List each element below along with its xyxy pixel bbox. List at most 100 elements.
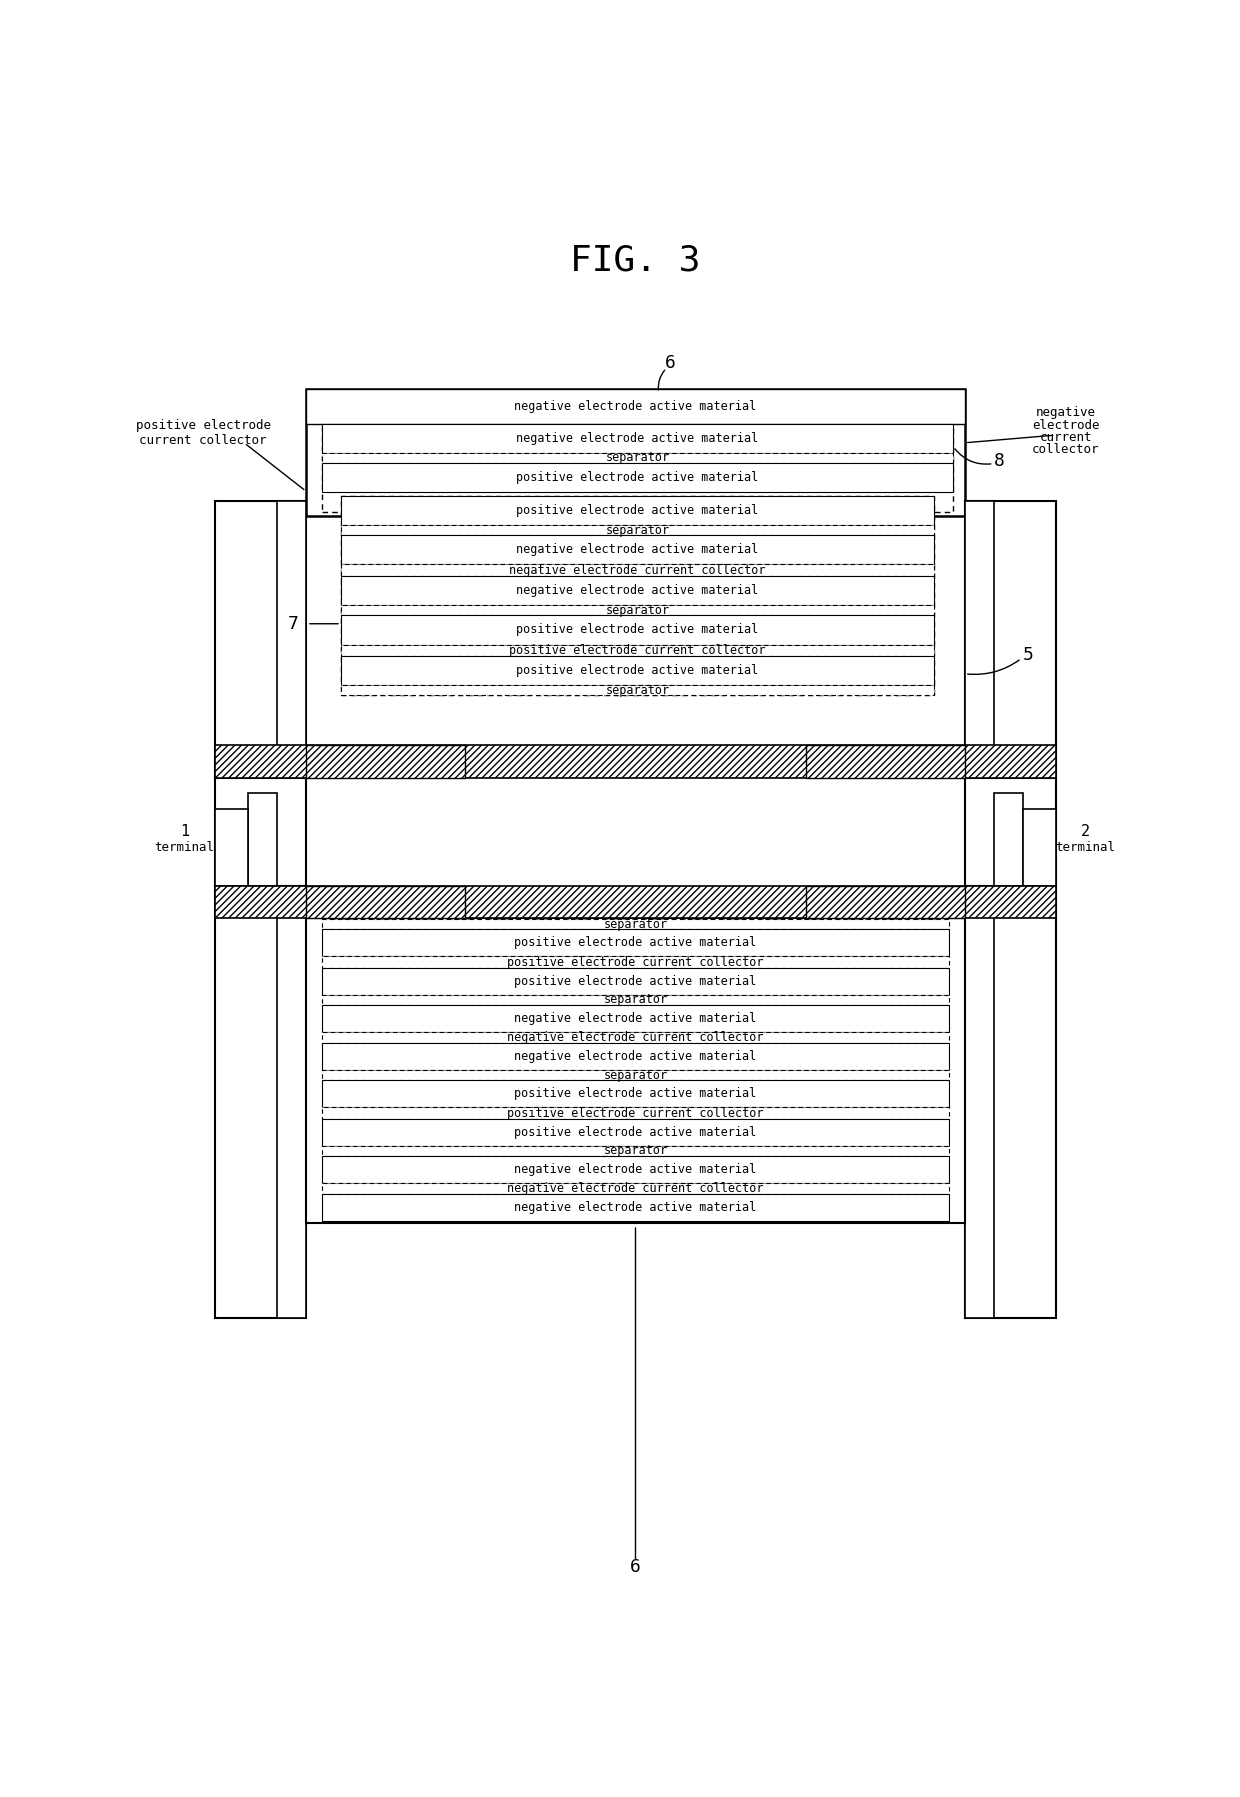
Text: separator: separator	[605, 604, 670, 616]
Bar	[216, 501, 306, 778]
Bar	[965, 778, 1055, 886]
Text: negative electrode current collector: negative electrode current collector	[507, 1031, 764, 1044]
Bar	[216, 746, 1055, 778]
Text: electrode: electrode	[1032, 419, 1100, 431]
Text: 6: 6	[665, 354, 676, 372]
Text: negative electrode active material: negative electrode active material	[515, 1051, 756, 1064]
Bar	[278, 501, 306, 778]
Bar	[321, 1155, 950, 1182]
Text: positive electrode active material: positive electrode active material	[516, 665, 759, 677]
Text: negative electrode active material: negative electrode active material	[515, 1012, 756, 1024]
Bar	[216, 886, 1055, 918]
Bar	[341, 525, 934, 536]
Text: separator: separator	[605, 523, 670, 537]
Bar	[341, 564, 934, 577]
Bar	[321, 453, 954, 464]
Bar	[321, 1005, 950, 1031]
Text: negative electrode active material: negative electrode active material	[515, 399, 756, 413]
Text: negative electrode active material: negative electrode active material	[515, 1163, 756, 1175]
Bar	[806, 746, 965, 778]
Bar	[334, 1071, 937, 1146]
Text: separator: separator	[604, 994, 667, 1006]
Bar	[321, 929, 950, 956]
Text: FIG. 3: FIG. 3	[570, 243, 701, 277]
Text: current collector: current collector	[139, 435, 267, 447]
Bar	[806, 886, 965, 918]
Text: negative electrode active material: negative electrode active material	[516, 584, 759, 597]
Bar	[321, 1146, 950, 1155]
Bar	[993, 792, 1023, 886]
Text: 5: 5	[1023, 645, 1034, 663]
Bar	[965, 501, 993, 778]
Text: 7: 7	[288, 615, 299, 633]
Text: separator: separator	[604, 1145, 667, 1157]
Text: positive electrode active material: positive electrode active material	[516, 624, 759, 636]
Bar	[341, 496, 934, 695]
Bar	[334, 920, 937, 996]
Bar	[306, 388, 965, 516]
Text: positive electrode active material: positive electrode active material	[516, 503, 759, 518]
Bar	[321, 969, 950, 996]
Bar	[321, 956, 950, 969]
Text: positive electrode active material: positive electrode active material	[515, 1087, 756, 1100]
Bar	[321, 996, 950, 1005]
Bar	[341, 577, 934, 606]
Bar	[1023, 809, 1055, 886]
Text: positive electrode current collector: positive electrode current collector	[507, 1107, 764, 1120]
Text: negative electrode active material: negative electrode active material	[516, 431, 759, 444]
Text: positive electrode: positive electrode	[135, 419, 270, 431]
Text: positive electrode active material: positive electrode active material	[516, 471, 759, 483]
Bar	[341, 645, 934, 656]
Text: positive electrode active material: positive electrode active material	[515, 976, 756, 988]
Bar	[306, 746, 465, 778]
Text: 8: 8	[993, 451, 1004, 469]
Text: negative: negative	[1035, 406, 1096, 419]
Text: terminal: terminal	[1055, 841, 1115, 854]
Text: negative electrode current collector: negative electrode current collector	[507, 1182, 764, 1195]
Bar	[321, 1044, 950, 1071]
Text: 2: 2	[1080, 825, 1090, 839]
Bar	[248, 792, 278, 886]
Bar	[321, 1071, 950, 1080]
Text: positive electrode active material: positive electrode active material	[515, 936, 756, 949]
Bar	[278, 886, 306, 1319]
Text: 6: 6	[630, 1558, 641, 1576]
Bar	[306, 388, 965, 424]
Bar	[965, 501, 1055, 778]
Text: negative electrode active material: negative electrode active material	[516, 543, 759, 557]
Bar	[321, 464, 954, 492]
Text: positive electrode active material: positive electrode active material	[515, 1127, 756, 1139]
Bar	[965, 886, 1055, 1319]
Bar	[341, 685, 934, 695]
Bar	[341, 536, 934, 564]
Text: negative electrode active material: negative electrode active material	[515, 1200, 756, 1215]
Bar	[321, 1080, 950, 1107]
Bar	[321, 1182, 950, 1195]
Bar	[216, 809, 248, 886]
Bar	[216, 778, 306, 886]
Bar	[341, 606, 934, 615]
Text: negative electrode current collector: negative electrode current collector	[510, 564, 765, 577]
Bar	[321, 920, 950, 929]
Bar	[341, 656, 934, 685]
Bar	[965, 886, 993, 1319]
Bar	[341, 496, 934, 525]
Text: separator: separator	[604, 918, 667, 931]
Bar	[341, 615, 934, 645]
Text: separator: separator	[605, 451, 670, 464]
Bar	[321, 401, 954, 512]
Bar	[321, 1031, 950, 1044]
Text: positive electrode current collector: positive electrode current collector	[507, 956, 764, 969]
Text: separator: separator	[604, 1069, 667, 1082]
Text: separator: separator	[605, 685, 670, 697]
Bar	[321, 1120, 950, 1146]
Bar	[216, 886, 306, 1319]
Text: current: current	[1039, 431, 1092, 444]
Text: collector: collector	[1032, 444, 1100, 456]
Text: 1: 1	[180, 825, 188, 839]
Text: terminal: terminal	[155, 841, 215, 854]
Bar	[306, 886, 465, 918]
Bar	[321, 1195, 950, 1222]
Bar	[321, 424, 954, 453]
Text: positive electrode current collector: positive electrode current collector	[510, 643, 765, 658]
